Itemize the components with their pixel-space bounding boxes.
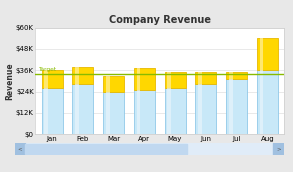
- Bar: [165, 88, 185, 134]
- Bar: [260, 70, 263, 134]
- Bar: [103, 76, 124, 92]
- Bar: [273, 143, 284, 155]
- Bar: [195, 84, 216, 134]
- Bar: [167, 72, 171, 88]
- Bar: [42, 88, 62, 134]
- Bar: [75, 84, 79, 134]
- Bar: [137, 68, 140, 90]
- Bar: [195, 72, 216, 84]
- Bar: [134, 68, 155, 90]
- Bar: [44, 88, 48, 134]
- Text: Target: Target: [38, 67, 56, 72]
- Bar: [257, 38, 278, 70]
- Bar: [75, 67, 79, 84]
- Bar: [257, 70, 278, 134]
- Bar: [226, 79, 247, 134]
- Bar: [15, 143, 25, 155]
- Bar: [198, 84, 202, 134]
- X-axis label: Month: Month: [146, 143, 173, 152]
- Bar: [137, 90, 140, 134]
- Bar: [260, 38, 263, 70]
- Bar: [226, 72, 247, 79]
- Bar: [106, 76, 110, 92]
- Bar: [134, 90, 155, 134]
- Bar: [167, 88, 171, 134]
- Bar: [72, 84, 93, 134]
- Bar: [106, 92, 110, 134]
- Bar: [42, 70, 62, 88]
- Text: <: <: [18, 146, 22, 151]
- Bar: [198, 72, 202, 84]
- Bar: [72, 67, 93, 84]
- Bar: [165, 72, 185, 88]
- Bar: [229, 79, 233, 134]
- Bar: [44, 70, 48, 88]
- Y-axis label: Revenue: Revenue: [5, 62, 14, 100]
- Text: >: >: [277, 146, 281, 151]
- Bar: [25, 144, 187, 154]
- Bar: [229, 72, 233, 79]
- Bar: [103, 92, 124, 134]
- Title: Company Revenue: Company Revenue: [109, 15, 211, 25]
